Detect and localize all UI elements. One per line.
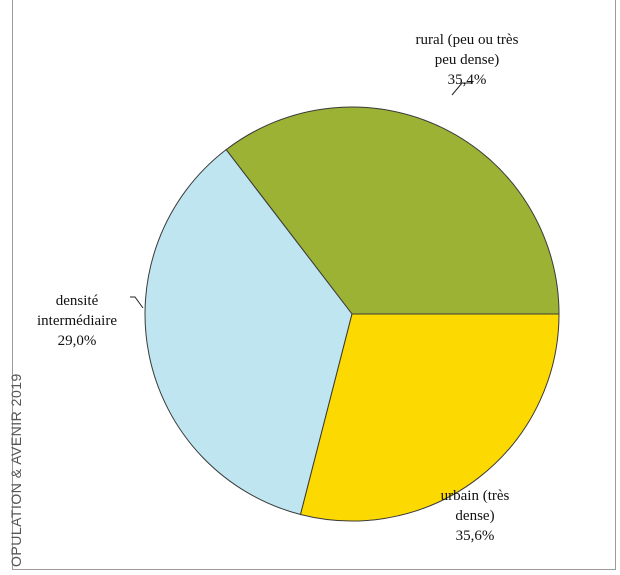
slice-label-2-line-0: densité bbox=[56, 293, 99, 309]
slice-label-1-line-0: urbain (très bbox=[441, 488, 510, 504]
leader-line-0 bbox=[451, 82, 473, 96]
slice-label-0-line-1: peu dense) bbox=[435, 52, 500, 68]
chart-frame bbox=[12, 0, 616, 570]
slice-value-label-1: 35,6% bbox=[456, 528, 495, 544]
slice-label-2-line-1: intermédiaire bbox=[37, 313, 117, 329]
pie-slice-0 bbox=[225, 106, 560, 315]
leader-line-2 bbox=[130, 296, 144, 309]
slice-value-label-0: 35,4% bbox=[448, 72, 487, 88]
slice-label-0-line-0: rural (peu ou très bbox=[416, 32, 519, 48]
slice-value-label-2: 29,0% bbox=[58, 333, 97, 349]
pie-slice-1 bbox=[144, 148, 353, 516]
pie-slice-2 bbox=[299, 313, 560, 522]
slice-label-1-line-1: dense) bbox=[455, 508, 494, 524]
